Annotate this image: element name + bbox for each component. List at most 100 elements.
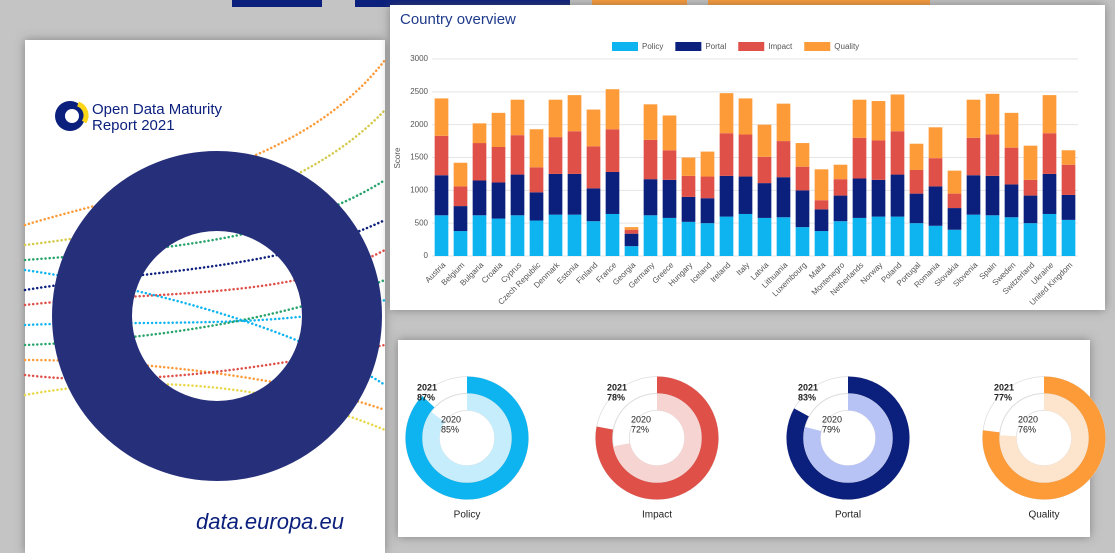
bar-segment — [530, 129, 544, 167]
bar-segment — [606, 129, 620, 172]
bar-segment — [1024, 223, 1038, 256]
bar-segment — [549, 174, 563, 215]
y-tick-label: 3000 — [410, 54, 428, 63]
bar-segment — [625, 227, 639, 230]
bar-segment — [986, 135, 1000, 176]
legend-swatch — [804, 42, 830, 51]
bar-segment — [891, 131, 905, 174]
bar-segment — [891, 94, 905, 131]
bar-segment — [663, 150, 677, 180]
bar-segment — [435, 136, 449, 175]
bar-segment — [1005, 217, 1019, 256]
legend-label: Portal — [705, 42, 726, 51]
bar-segment — [1043, 174, 1057, 214]
bar-segment — [777, 217, 791, 256]
bar-segment — [454, 163, 468, 187]
bar-segment — [701, 177, 715, 199]
bar-segment — [796, 190, 810, 227]
bar-segment — [682, 158, 696, 176]
bar-segment — [549, 100, 563, 137]
bar-segment — [796, 143, 810, 167]
bar-segment — [967, 100, 981, 138]
y-tick-label: 1500 — [410, 153, 428, 162]
bar-segment — [435, 215, 449, 256]
bar-segment — [492, 147, 506, 182]
bar-segment — [568, 131, 582, 174]
bar-segment — [606, 214, 620, 256]
bar-segment — [1005, 184, 1019, 217]
bar-segment — [720, 217, 734, 256]
bar-segment — [625, 246, 639, 256]
y-axis-label: Score — [393, 147, 402, 168]
bar-segment — [815, 169, 829, 200]
bar-segment — [872, 217, 886, 256]
bar-segment — [853, 179, 867, 218]
logo-text: Open Data Maturity — [92, 101, 223, 118]
bar-segment — [587, 221, 601, 256]
bar-segment — [1043, 214, 1057, 256]
bar-segment — [1062, 165, 1076, 195]
donut-title: Impact — [642, 510, 672, 521]
bar-segment — [967, 138, 981, 175]
bar-segment — [986, 215, 1000, 256]
bar-segment — [492, 219, 506, 256]
logo-text: Report 2021 — [92, 117, 175, 134]
bar-segment — [986, 176, 1000, 215]
bar-segment — [454, 231, 468, 256]
chart-title: Country overview — [400, 11, 516, 28]
bar-segment — [910, 194, 924, 224]
bar-segment — [511, 100, 525, 135]
bar-segment — [796, 167, 810, 191]
bar-segment — [701, 223, 715, 256]
bar-segment — [511, 175, 525, 216]
donut-value-label: 79% — [822, 424, 840, 434]
bar-segment — [492, 182, 506, 218]
bar-segment — [473, 180, 487, 215]
donut-value-label: 85% — [441, 424, 459, 434]
bar-segment — [530, 192, 544, 220]
bar-segment — [1043, 95, 1057, 133]
bar-segment — [796, 227, 810, 256]
donut-value-label: 76% — [1018, 424, 1036, 434]
bar-segment — [986, 94, 1000, 135]
bar-segment — [815, 209, 829, 231]
legend-label: Impact — [768, 42, 793, 51]
bar-segment — [568, 215, 582, 256]
bar-segment — [1005, 113, 1019, 148]
donut-value-label: 72% — [631, 424, 649, 434]
bar-segment — [872, 140, 886, 179]
bar-segment — [663, 218, 677, 256]
bar-segment — [454, 206, 468, 231]
logo-hole — [65, 109, 79, 123]
bar-segment — [853, 100, 867, 138]
bar-segment — [492, 113, 506, 147]
donut-value-label: 87% — [417, 392, 435, 402]
bar-segment — [777, 141, 791, 177]
donut-year: 2021 — [994, 382, 1014, 392]
cover: Open Data Maturity Report 2021 data.euro… — [25, 40, 385, 553]
bar-segment — [435, 98, 449, 135]
bar-segment — [1043, 133, 1057, 174]
bar-segment — [948, 194, 962, 208]
bar-segment — [720, 133, 734, 176]
bar-segment — [625, 230, 639, 234]
bar-segment — [587, 110, 601, 147]
bar-segment — [929, 186, 943, 225]
y-tick-label: 2000 — [410, 120, 428, 129]
y-tick-label: 1000 — [410, 185, 428, 194]
donut-year: 2021 — [607, 382, 627, 392]
legend-label: Quality — [834, 42, 859, 51]
bar-segment — [587, 188, 601, 221]
donut-year: 2021 — [417, 382, 437, 392]
donut-title: Portal — [835, 510, 861, 521]
bar-segment — [758, 125, 772, 157]
bar-segment — [644, 104, 658, 139]
bar-segment — [1024, 196, 1038, 224]
bar-segment — [872, 180, 886, 217]
bar-segment — [701, 198, 715, 223]
bar-segment — [891, 175, 905, 217]
bar-segment — [910, 170, 924, 194]
bar-segment — [815, 231, 829, 256]
bar-segment — [929, 226, 943, 256]
bar-segment — [720, 93, 734, 133]
